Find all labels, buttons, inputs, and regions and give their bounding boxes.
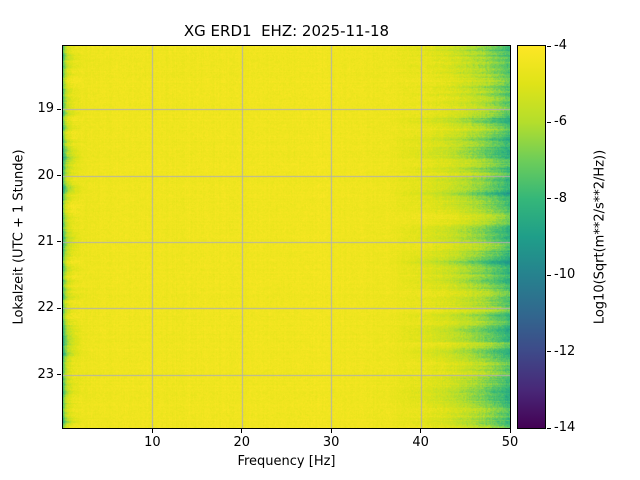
colorbar: [517, 45, 546, 429]
y-tick-mark: [57, 241, 61, 243]
colorbar-tick-mark: [547, 427, 551, 429]
y-tick-mark: [57, 175, 61, 177]
y-tick-label: 22: [37, 300, 54, 316]
colorbar-tick-label: -4: [554, 38, 567, 53]
y-axis-label: Lokalzeit (UTC + 1 Stunde): [11, 149, 27, 325]
plot-area: [62, 45, 511, 429]
y-tick-label: 21: [37, 233, 54, 249]
colorbar-tick-mark: [547, 121, 551, 123]
x-tick-label: 50: [501, 435, 519, 450]
colorbar-tick-mark: [547, 198, 551, 200]
y-tick-mark: [57, 374, 61, 376]
y-tick-label: 20: [37, 167, 54, 183]
x-tick-mark: [509, 429, 511, 433]
colorbar-tick-mark: [547, 351, 551, 353]
chart-title: XG ERD1 EHZ: 2025-11-18: [183, 22, 390, 40]
x-axis-label: Frequency [Hz]: [237, 454, 336, 469]
x-tick-mark: [420, 429, 422, 433]
x-tick-label: 20: [233, 435, 251, 450]
y-tick-mark: [57, 108, 61, 110]
colorbar-tick-label: -12: [554, 343, 576, 359]
colorbar-tick-label: -10: [554, 267, 576, 283]
y-tick-label: 19: [37, 101, 54, 117]
colorbar-label: Log10(Sqrt(m**2/s**2/Hz)): [592, 149, 608, 325]
x-tick-label: 30: [322, 435, 340, 450]
colorbar-tick-mark: [547, 274, 551, 276]
y-tick-label: 23: [37, 366, 54, 382]
x-tick-mark: [241, 429, 243, 433]
x-tick-mark: [330, 429, 332, 433]
colorbar-tick-mark: [547, 45, 551, 47]
x-tick-mark: [151, 429, 153, 433]
y-tick-mark: [57, 307, 61, 309]
spectrogram-heatmap: [63, 46, 510, 428]
colorbar-tick-label: -14: [554, 420, 576, 435]
colorbar-tick-label: -6: [554, 114, 567, 130]
colorbar-tick-label: -8: [554, 190, 567, 206]
x-tick-label: 10: [144, 435, 161, 450]
x-tick-label: 40: [412, 435, 429, 450]
colorbar-gradient: [518, 46, 545, 428]
